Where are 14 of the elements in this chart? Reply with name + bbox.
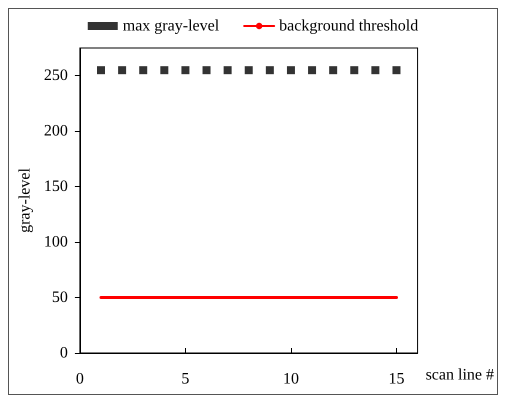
y-tick-label: 100 <box>44 234 68 251</box>
y-tick-label: 250 <box>44 67 68 84</box>
x-tick-label: 5 <box>181 370 190 388</box>
y-tick-label: 200 <box>44 122 68 140</box>
y-tick-label: 0 <box>60 344 68 362</box>
x-tick-label: 15 <box>388 370 404 388</box>
legend-label: max gray-level <box>122 18 220 34</box>
x-tick-label: 10 <box>282 370 299 388</box>
y-tick-label: 150 <box>44 178 68 196</box>
y-tick-label: 50 <box>52 289 68 306</box>
x-tick-label: 0 <box>76 370 84 388</box>
x-axis-title: scan line # <box>426 366 494 384</box>
y-axis-title: gray-level <box>16 168 34 233</box>
legend-label: background threshold <box>279 18 418 34</box>
